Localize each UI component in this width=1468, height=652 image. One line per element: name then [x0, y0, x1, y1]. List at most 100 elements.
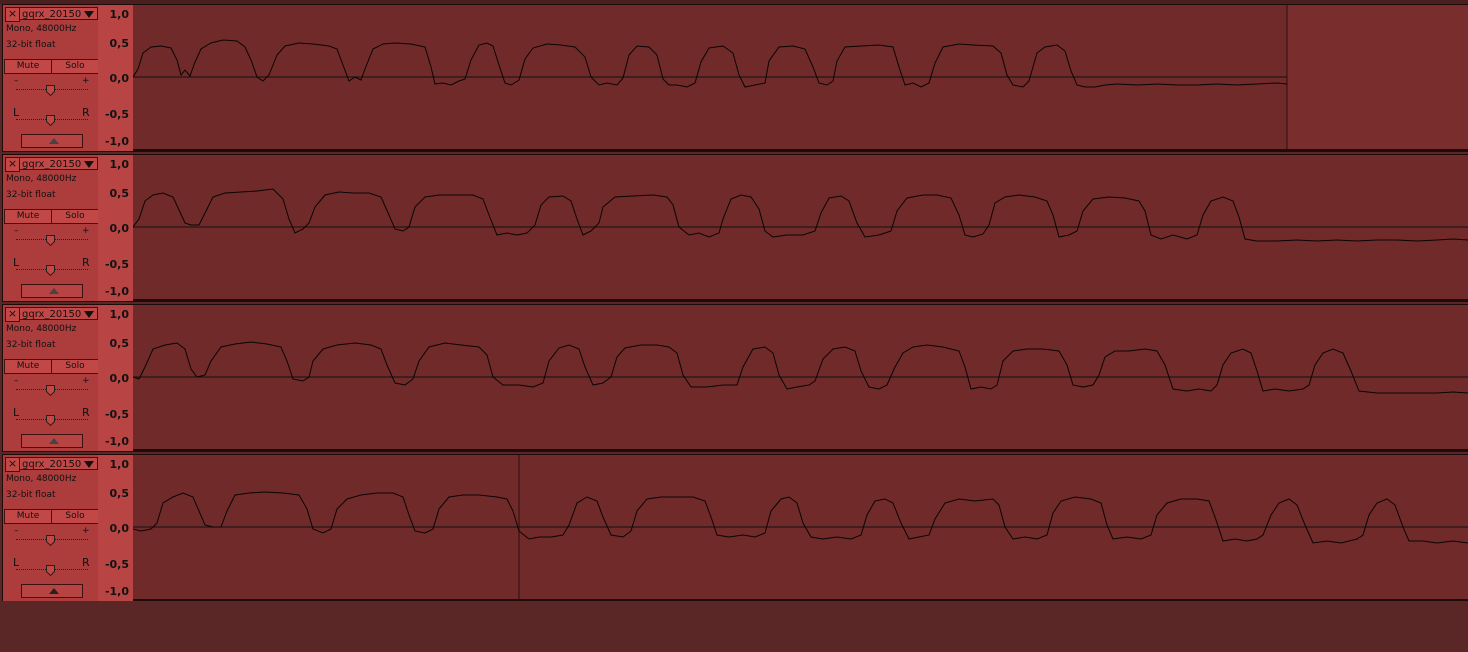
track-bit-depth: 32-bit float [6, 340, 56, 350]
collapse-icon [49, 438, 59, 444]
track-name-menu-button[interactable]: gqrx_20150 [19, 7, 98, 20]
track-control-panel: × gqrx_20150 Mono, 48000Hz 32-bit float … [2, 454, 100, 602]
collapse-icon [49, 588, 59, 594]
ruler-label-zero: 0,0 [109, 72, 130, 85]
gain-slider-thumb[interactable] [46, 535, 55, 546]
ruler-label-upper: 0,5 [109, 187, 130, 200]
empty-project-area[interactable] [0, 601, 1468, 652]
track-name: gqrx_20150 [22, 309, 82, 320]
collapse-track-button[interactable] [21, 584, 83, 598]
close-track-button[interactable]: × [5, 157, 20, 172]
ruler-label-upper: 0,5 [109, 337, 130, 350]
collapse-track-button[interactable] [21, 284, 83, 298]
track-name-menu-button[interactable]: gqrx_20150 [19, 457, 98, 470]
waveform-area[interactable] [133, 455, 1468, 599]
pan-slider-thumb[interactable] [46, 265, 55, 276]
ruler-label-zero: 0,0 [109, 522, 130, 535]
track-control-panel: × gqrx_20150 Mono, 48000Hz 32-bit float … [2, 304, 100, 452]
close-track-button[interactable]: × [5, 457, 20, 472]
vertical-ruler[interactable]: 1,0 0,5 0,0 -0,5 -1,0 ← ← [98, 154, 142, 302]
chevron-down-icon [84, 161, 94, 168]
gain-minus-label: – [14, 526, 19, 536]
track-name-menu-button[interactable]: gqrx_20150 [19, 157, 98, 170]
mute-button[interactable]: Mute [4, 509, 52, 524]
vertical-ruler[interactable]: 1,0 0,5 0,0 -0,5 -1,0 ← ← [98, 304, 142, 452]
gain-plus-label: + [82, 76, 90, 86]
pan-right-label: R [82, 406, 90, 419]
track-format: Mono, 48000Hz [6, 24, 77, 34]
pan-slider-thumb[interactable] [46, 565, 55, 576]
ruler-label-lower: -0,5 [104, 258, 129, 271]
collapse-track-button[interactable] [21, 434, 83, 448]
ruler-label-upper: 0,5 [109, 37, 130, 50]
audio-track-3: × gqrx_20150 Mono, 48000Hz 32-bit float … [2, 304, 1468, 452]
vertical-ruler[interactable]: 1,0 0,5 0,0 -0,5 -1,0 ← ← [98, 4, 142, 152]
ruler-label-bottom: -1,0 [104, 285, 129, 298]
collapse-track-button[interactable] [21, 134, 83, 148]
empty-track-region [1287, 5, 1468, 149]
audio-track-1: × gqrx_20150 Mono, 48000Hz 32-bit float … [2, 4, 1468, 152]
gain-minus-label: – [14, 76, 19, 86]
ruler-label-bottom: -1,0 [104, 435, 129, 448]
mute-button[interactable]: Mute [4, 59, 52, 74]
track-format: Mono, 48000Hz [6, 174, 77, 184]
ruler-label-top: 1,0 [109, 8, 130, 21]
waveform-area[interactable] [133, 305, 1468, 449]
ruler-label-lower: -0,5 [104, 408, 129, 421]
track-bit-depth: 32-bit float [6, 190, 56, 200]
track-control-panel: × gqrx_20150 Mono, 48000Hz 32-bit float … [2, 4, 100, 152]
chevron-down-icon [84, 461, 94, 468]
waveform-canvas [133, 341, 1468, 394]
ruler-label-zero: 0,0 [109, 222, 130, 235]
track-name-menu-button[interactable]: gqrx_20150 [19, 307, 98, 320]
gain-plus-label: + [82, 526, 90, 536]
track-bit-depth: 32-bit float [6, 490, 56, 500]
solo-button[interactable]: Solo [51, 59, 99, 74]
close-track-button[interactable]: × [5, 7, 20, 22]
gain-slider-thumb[interactable] [46, 85, 55, 96]
track-control-panel: × gqrx_20150 Mono, 48000Hz 32-bit float … [2, 154, 100, 302]
track-format: Mono, 48000Hz [6, 474, 77, 484]
waveform-canvas [133, 455, 1468, 599]
waveform [133, 39, 1288, 88]
collapse-icon [49, 138, 59, 144]
solo-button[interactable]: Solo [51, 509, 99, 524]
ruler-label-upper: 0,5 [109, 487, 130, 500]
waveform-canvas [133, 188, 1468, 242]
ruler-label-lower: -0,5 [104, 108, 129, 121]
chevron-down-icon [84, 311, 94, 318]
gain-slider-thumb[interactable] [46, 385, 55, 396]
mute-button[interactable]: Mute [4, 209, 52, 224]
ruler-label-zero: 0,0 [109, 372, 130, 385]
waveform-canvas [133, 5, 1468, 149]
collapse-icon [49, 288, 59, 294]
waveform [133, 491, 1468, 544]
pan-right-label: R [82, 556, 90, 569]
ruler-label-top: 1,0 [109, 158, 130, 171]
ruler-label-bottom: -1,0 [104, 585, 129, 598]
mute-button[interactable]: Mute [4, 359, 52, 374]
gain-slider-thumb[interactable] [46, 235, 55, 246]
track-name: gqrx_20150 [22, 9, 82, 20]
pan-slider-thumb[interactable] [46, 415, 55, 426]
gain-plus-label: + [82, 376, 90, 386]
gain-minus-label: – [14, 226, 19, 236]
gain-plus-label: + [82, 226, 90, 236]
ruler-label-lower: -0,5 [104, 558, 129, 571]
gain-minus-label: – [14, 376, 19, 386]
ruler-label-bottom: -1,0 [104, 135, 129, 148]
waveform-area[interactable] [133, 155, 1468, 299]
vertical-ruler[interactable]: 1,0 0,5 0,0 -0,5 -1,0 ← ← [98, 454, 142, 602]
waveform [133, 188, 1468, 242]
solo-button[interactable]: Solo [51, 359, 99, 374]
pan-right-label: R [82, 106, 90, 119]
ruler-label-top: 1,0 [109, 308, 130, 321]
pan-left-label: L [13, 106, 20, 119]
close-track-button[interactable]: × [5, 307, 20, 322]
waveform-area[interactable] [133, 5, 1468, 149]
ruler-label-top: 1,0 [109, 458, 130, 471]
chevron-down-icon [84, 11, 94, 18]
solo-button[interactable]: Solo [51, 209, 99, 224]
pan-slider-thumb[interactable] [46, 115, 55, 126]
pan-left-label: L [13, 406, 20, 419]
